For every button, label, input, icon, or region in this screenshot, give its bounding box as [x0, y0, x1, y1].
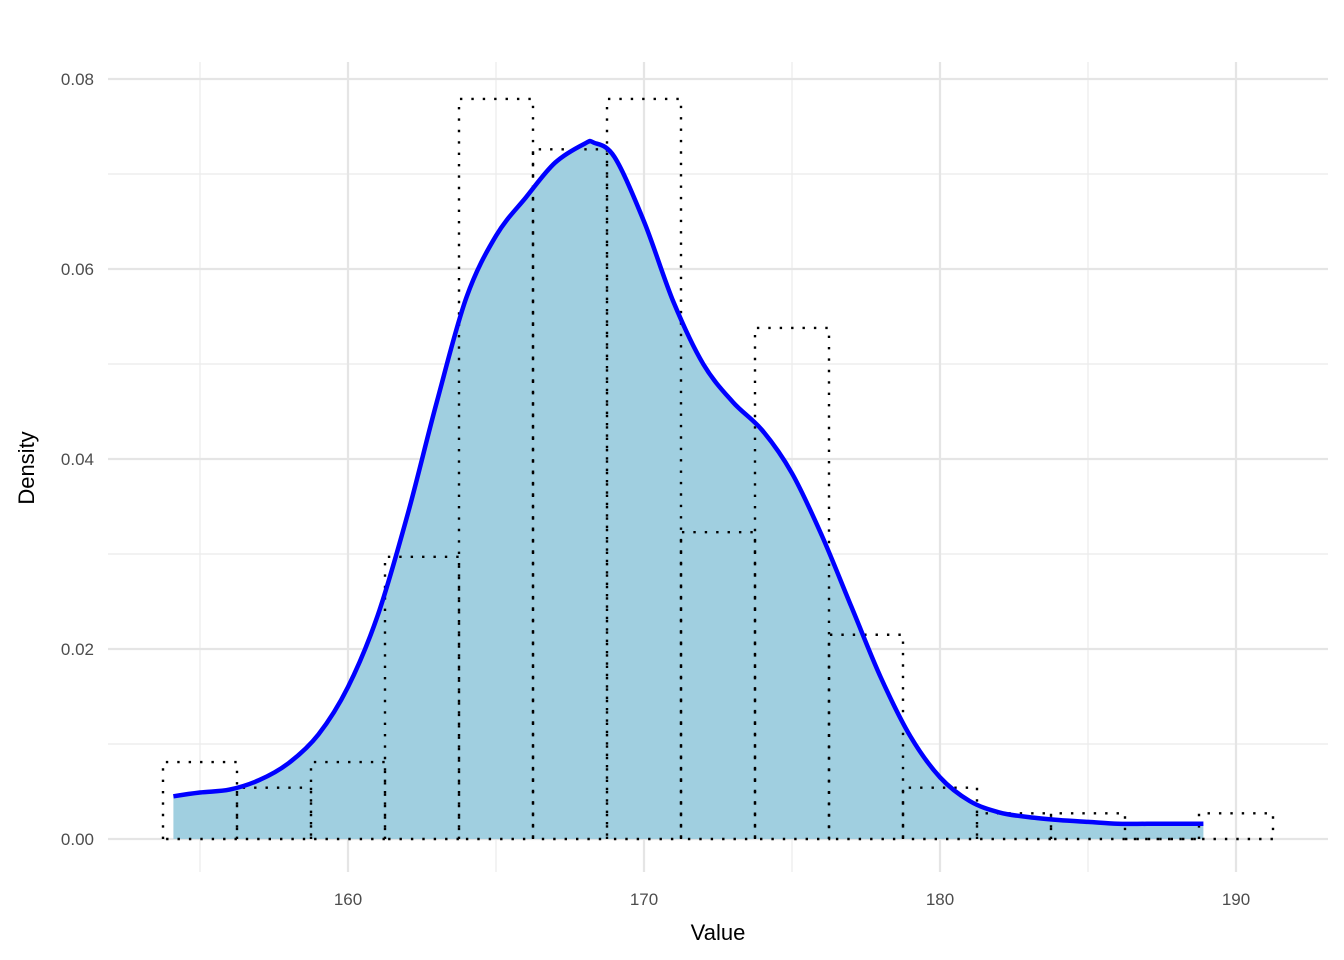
- histogram-bar: [383, 555, 461, 841]
- y-tick-label: 0.00: [61, 830, 94, 849]
- x-tick-label: 170: [630, 890, 658, 909]
- x-tick-label: 160: [334, 890, 362, 909]
- histogram-bar: [1197, 812, 1275, 841]
- y-tick-label: 0.06: [61, 260, 94, 279]
- x-axis-title: Value: [691, 920, 746, 945]
- x-axis-tick-labels: 160 170 180 190: [334, 890, 1250, 909]
- y-tick-label: 0.04: [61, 450, 94, 469]
- histogram-bars: [161, 97, 1275, 841]
- histogram-bar: [161, 760, 239, 841]
- histogram-bar: [975, 812, 1053, 841]
- y-tick-label: 0.02: [61, 640, 94, 659]
- density-area-fill: [173, 141, 1204, 839]
- density-curve-line: [173, 138, 1204, 827]
- y-axis-tick-labels: 0.00 0.02 0.04 0.06 0.08: [61, 70, 94, 849]
- histogram-bar: [901, 786, 979, 841]
- y-axis-title: Density: [14, 431, 39, 504]
- histogram-bar: [1049, 812, 1127, 841]
- x-tick-label: 190: [1222, 890, 1250, 909]
- y-tick-label: 0.08: [61, 70, 94, 89]
- histogram-bar: [235, 786, 313, 841]
- histogram-bar: [309, 760, 387, 841]
- x-tick-label: 180: [926, 890, 954, 909]
